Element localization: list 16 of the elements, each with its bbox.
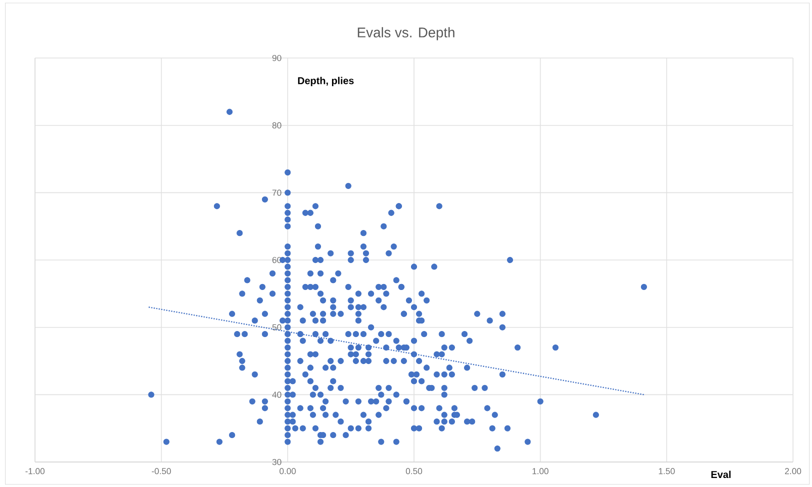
y-axis-title: Depth, plies [298, 76, 354, 86]
x-tick-label: 2.00 [785, 468, 802, 474]
y-tick-label: 40 [272, 392, 282, 398]
x-tick-label: 0.00 [280, 468, 296, 474]
y-tick-label: 50 [272, 324, 282, 330]
y-tick-label: 70 [272, 190, 282, 196]
x-tick-label: 0.50 [406, 468, 422, 474]
y-tick-label: 80 [272, 122, 282, 128]
y-tick-label: 90 [272, 54, 282, 62]
x-tick-label: -0.50 [152, 468, 171, 474]
x-axis-title: Eval [711, 470, 731, 478]
x-tick-label: 1.50 [658, 468, 675, 474]
x-tick-label: 1.00 [532, 468, 548, 474]
x-tick-label: -1.00 [26, 468, 45, 474]
chart-title: Evals vs. Depth [358, 27, 454, 40]
y-tick-label: 30 [272, 458, 282, 466]
